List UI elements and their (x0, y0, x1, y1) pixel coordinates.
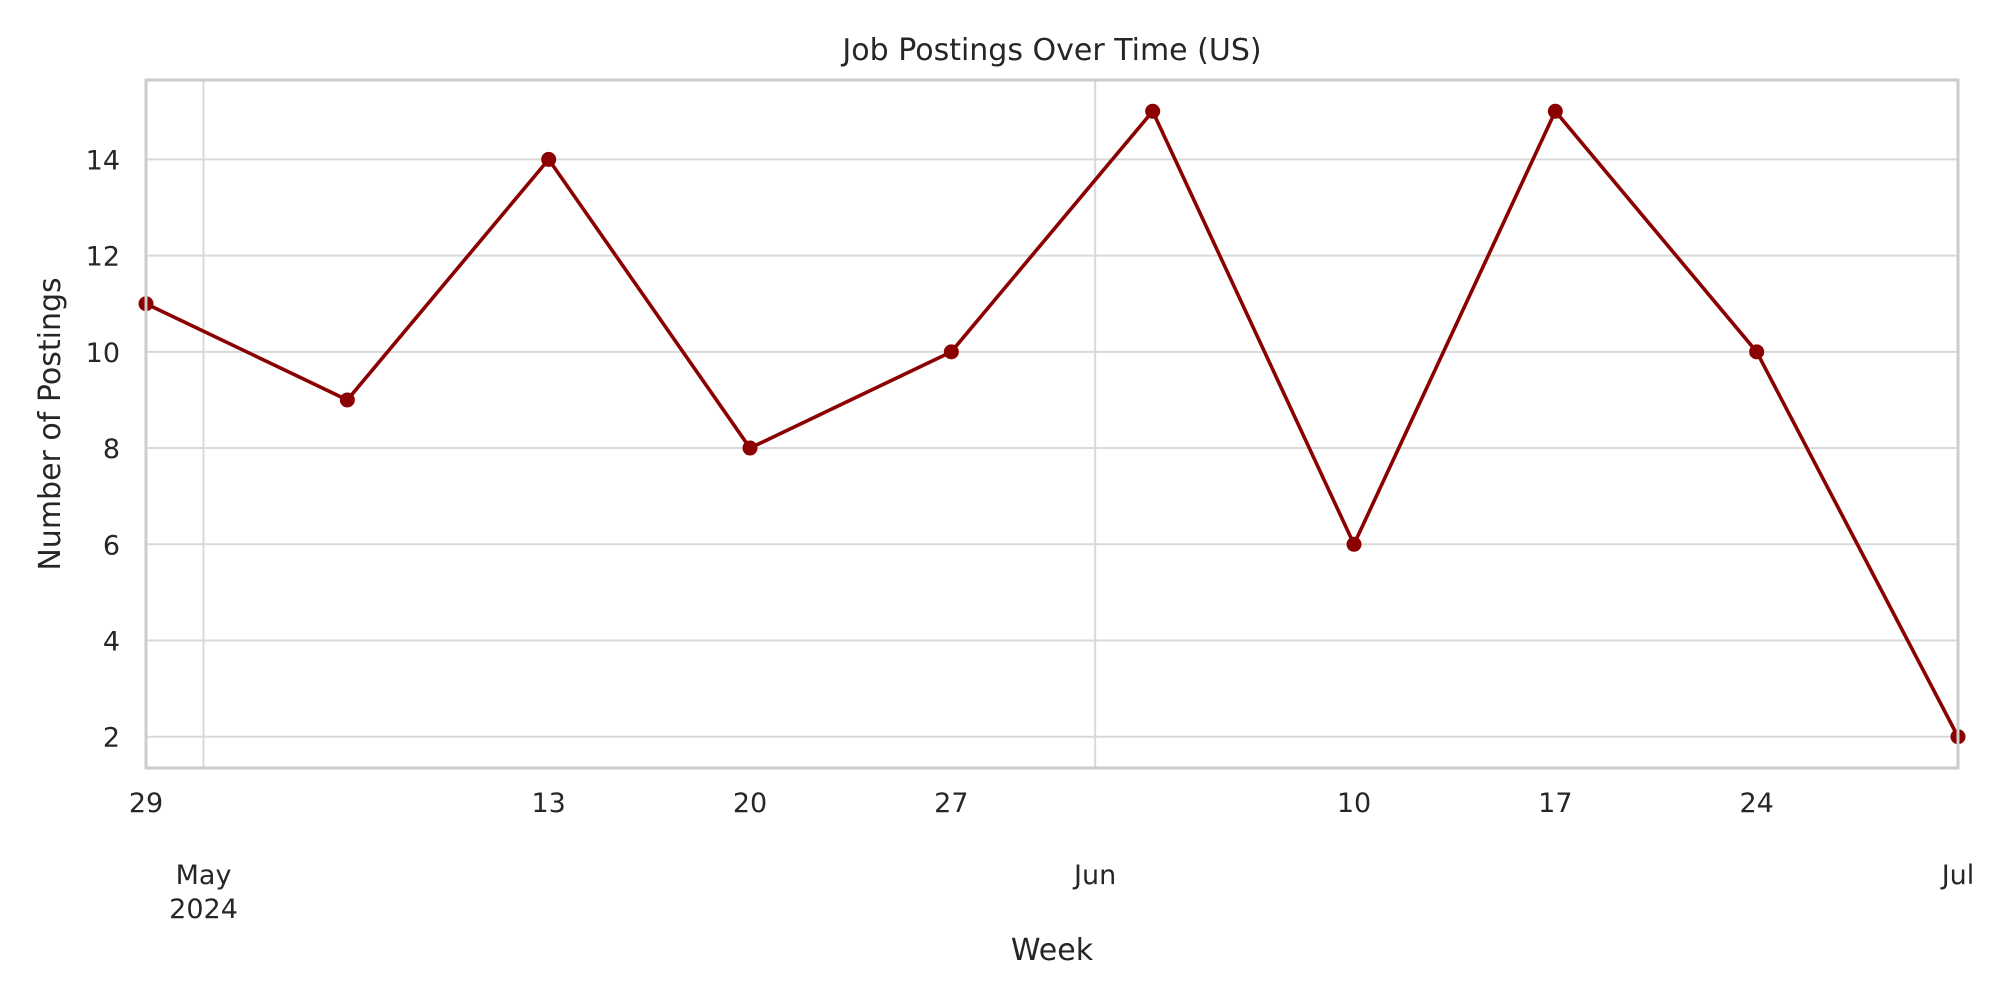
y-tick-label: 14 (86, 145, 120, 176)
y-tick-label: 12 (86, 242, 120, 273)
x-tick-label: 17 (1538, 788, 1572, 819)
y-tick-label: 4 (103, 627, 120, 658)
y-axis-label: Number of Postings (33, 277, 68, 570)
data-point (943, 344, 959, 360)
data-point (339, 392, 355, 408)
series-line (145, 109, 1960, 738)
data-point (1346, 536, 1362, 552)
series-job-postings (138, 103, 1966, 745)
x-tick-label: 13 (531, 788, 565, 819)
plot-frame (144, 78, 1960, 770)
x-tick-label: 10 (1337, 788, 1371, 819)
y-tick-label: 10 (86, 338, 120, 369)
y-tick-label: 6 (103, 530, 120, 561)
chart-title: Job Postings Over Time (US) (840, 33, 1261, 68)
x-axis-ticks: 29 13 20 27 10 17 24 May 2024 Jun Jul (129, 788, 1974, 925)
data-point (1547, 103, 1563, 119)
data-point (1749, 344, 1765, 360)
x-tick-label: 24 (1739, 788, 1773, 819)
x-tick-label-major: May 2024 (169, 860, 238, 925)
y-axis-ticks: 2 4 6 8 10 12 14 (86, 145, 120, 753)
x-tick-label: 29 (129, 788, 163, 819)
x-tick-label-major: Jul (1940, 860, 1975, 891)
x-axis-label: Week (1011, 933, 1094, 968)
data-point (541, 151, 557, 167)
x-tick-label: 20 (733, 788, 767, 819)
grid-lines (146, 80, 1959, 768)
x-tick-label-major: Jun (1072, 860, 1116, 891)
data-point (1145, 103, 1161, 119)
x-tick-label: 27 (934, 788, 968, 819)
y-tick-label: 2 (103, 723, 120, 754)
data-point (742, 440, 758, 456)
y-tick-label: 8 (103, 434, 120, 465)
